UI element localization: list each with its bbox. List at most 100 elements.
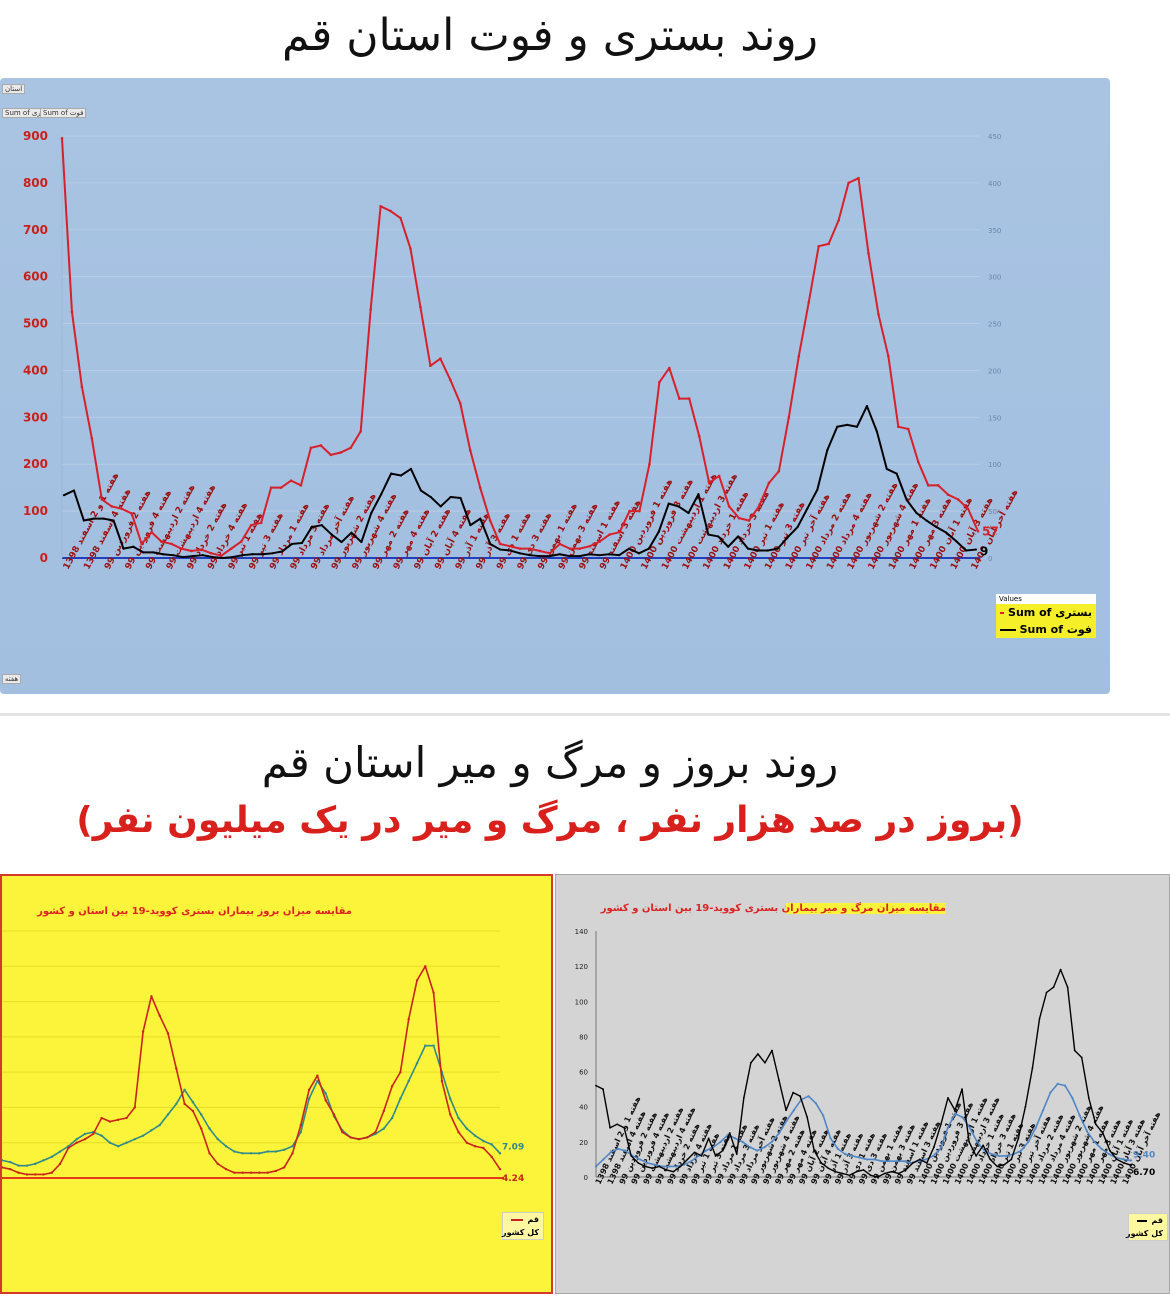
mortality-qom-series-point (1123, 1162, 1125, 1164)
mortality-qom-series-point (1130, 1164, 1132, 1167)
incidence-country-series-point (241, 1152, 244, 1155)
death-series-point (370, 511, 373, 515)
hosp-series-point (936, 484, 940, 487)
mortality-qom-series-point (1087, 1097, 1090, 1099)
mortality-qom-series-point (623, 1126, 626, 1129)
mortality-qom-series-point (721, 1149, 724, 1152)
hosp-series-point (478, 486, 482, 489)
mortality-qom-series-point (785, 1109, 787, 1112)
mortality-country-series-point (624, 1149, 627, 1152)
mortality-chart-panel: مقایسه میزان مرگ و میر بیماران بستری کوو… (555, 874, 1170, 1294)
hosp-series-point (807, 301, 811, 304)
hosp-series-point (707, 481, 711, 485)
y-right-tick-label: 200 (988, 367, 1001, 375)
hosp-series-point (528, 547, 532, 550)
incidence-qom-series-point (390, 1085, 394, 1088)
death-series-point (687, 511, 690, 515)
hosp-series-point (100, 498, 104, 501)
death-series-point (786, 536, 789, 539)
death-series-point (598, 554, 601, 557)
hosp-series-point (369, 308, 372, 311)
incidence-legend-qom: قم (503, 1213, 543, 1226)
incidence-legend-qom-label: قم (527, 1215, 539, 1224)
incidence-country-series-point (390, 1116, 394, 1120)
incidence-country-series-point (100, 1134, 103, 1137)
mortality-country-series-point (668, 1165, 671, 1168)
incidence-chart-panel: مقایسه میزان بروز بیماران بستری کووید-19… (0, 874, 553, 1294)
mortality-country-series-point (675, 1165, 678, 1168)
mortality-country-series-point (954, 1112, 957, 1115)
mortality-qom-series-point (1080, 1056, 1083, 1059)
death-series-point (746, 547, 750, 550)
incidence-qom-series-point (191, 1109, 195, 1113)
death-series-point (588, 553, 591, 556)
mortality-qom-series-point (820, 1162, 823, 1164)
death-series-point (558, 553, 561, 556)
province-filter-tag[interactable]: استان (2, 84, 26, 94)
death-end-label: 9 (980, 545, 988, 559)
death-series-point (251, 553, 254, 556)
sum-death-tag[interactable]: Sum of فوت (40, 108, 87, 118)
mortality-country-series-point (770, 1140, 773, 1143)
chart1-svg: 0 100 200 300 400 500 600 700 800 900 0 50 100 150 200… (23, 129, 1021, 571)
mortality-qom-series-point (778, 1079, 780, 1082)
incidence-country-series-point (399, 1097, 402, 1100)
hosp-series-point (797, 355, 801, 358)
death-series-point (191, 555, 194, 558)
hosp-series-point (140, 542, 143, 546)
death-series-point (479, 517, 482, 520)
hosp-series-point (379, 205, 382, 208)
death-series-point (826, 449, 829, 452)
mortality-qom-series-point (651, 1167, 654, 1170)
hosp-series-point (80, 385, 84, 389)
hosp-series-point (90, 437, 94, 440)
incidence-qom-series-point (449, 1113, 452, 1116)
hosp-series-point (946, 493, 950, 497)
mortality-country-series-point (1078, 1114, 1081, 1117)
mortality-country-series-point (1019, 1149, 1023, 1152)
death-series-point (697, 493, 700, 496)
mortality-qom-series-point (1024, 1105, 1027, 1108)
incidence-country-series-point (2, 1159, 4, 1162)
mortality-qom-series-point (834, 1170, 837, 1173)
mortality-qom-series-point (954, 1109, 956, 1112)
incidence-qom-series-point (283, 1166, 286, 1169)
incidence-qom-series-point (67, 1146, 70, 1150)
incidence-qom-series-point (324, 1099, 327, 1102)
incidence-country-series-point (125, 1141, 128, 1144)
death-series-point (885, 467, 888, 471)
death-series-point (945, 531, 948, 534)
death-series-point (756, 549, 760, 552)
mortality-country-series-point (888, 1160, 891, 1163)
y-tick-label: 60 (579, 1069, 588, 1077)
incidence-legend-country: کل کشور (502, 1226, 543, 1239)
mortality-legend-qom: قم (1129, 1214, 1167, 1227)
week-axis-tag[interactable]: هفته (2, 674, 22, 684)
y-tick-label: 20 (579, 1139, 588, 1147)
mortality-legend-qom-label: قم (1151, 1216, 1163, 1225)
death-series-point (390, 472, 393, 475)
hosp-series-point (668, 366, 671, 370)
incidence-qom-series-point (133, 1106, 136, 1109)
incidence-qom-series-point (83, 1137, 87, 1141)
mortality-country-series-point (690, 1160, 693, 1163)
mortality-country-series-point (638, 1158, 642, 1161)
chart2-subtitle: (بروز در صد هزار نفر ، مرگ و میر در یک م… (76, 800, 1024, 841)
incidence-qom-end-label: 4.24 (502, 1174, 524, 1184)
mortality-country-series-point (646, 1161, 649, 1165)
mortality-qom-series-point (609, 1126, 611, 1129)
y-tick-label: 120 (575, 963, 588, 971)
mortality-qom-series-point (932, 1146, 935, 1149)
y-left-tick-label: 900 (23, 129, 48, 143)
mortality-qom-series-point (637, 1162, 640, 1164)
mortality-qom-series-point (595, 1084, 597, 1087)
incidence-qom-series-point (216, 1162, 219, 1166)
incidence-country-series-point (266, 1150, 269, 1153)
mortality-qom-series-point (771, 1049, 773, 1052)
hosp-series-point (837, 219, 840, 222)
y-left-tick-label: 300 (23, 410, 48, 424)
mortality-country-series-point (1093, 1140, 1096, 1143)
y-right-tick-label: 400 (988, 180, 1001, 188)
hosp-series-point (399, 216, 402, 220)
hosp-series-point (210, 552, 213, 555)
